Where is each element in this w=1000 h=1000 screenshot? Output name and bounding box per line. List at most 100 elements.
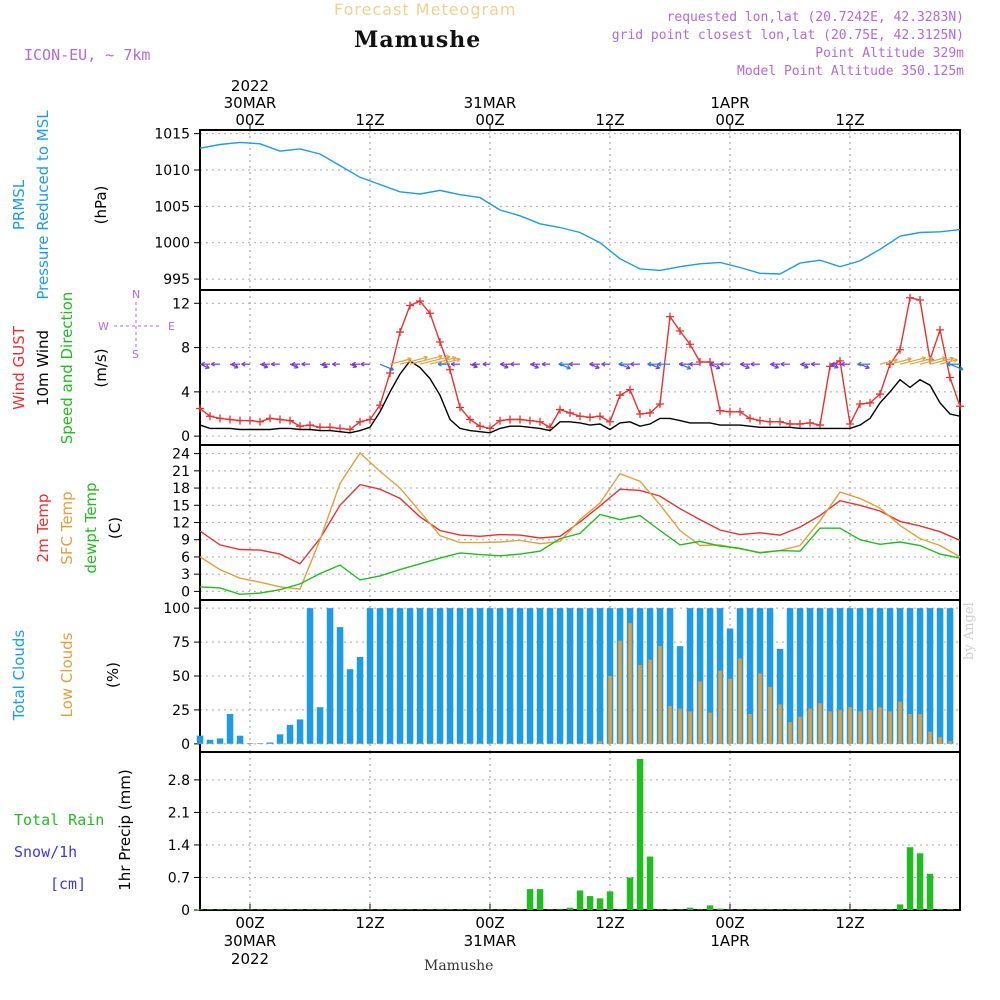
gust-line-marker (266, 414, 274, 423)
wind-arrow (399, 356, 428, 365)
wind-arrow-head (589, 361, 594, 367)
gust-line-marker (436, 338, 444, 347)
total-cloud-bar (366, 608, 374, 744)
wind-arrow-head (928, 356, 934, 362)
gust-line-marker (536, 417, 544, 426)
x-tick-label-bottom: 12Z (355, 914, 384, 932)
low-cloud-bar (458, 743, 462, 744)
wind-arrow-head (949, 356, 955, 362)
x-tick-label-top: 1APR (710, 94, 749, 112)
x-tick-label-bottom: 12Z (595, 914, 624, 932)
wind-arrow (439, 358, 461, 365)
wind-arrow-head (715, 364, 721, 370)
precip-bar (426, 909, 434, 910)
low-cloud-bar (588, 743, 592, 744)
wind-arrow (469, 363, 478, 368)
precip-bar (766, 909, 774, 910)
gust-line-marker (776, 417, 784, 426)
total-cloud-bar (816, 608, 824, 744)
wind-arrow-head (834, 364, 839, 369)
total-cloud-bar (356, 657, 364, 744)
wind-arrow (419, 355, 450, 365)
total-cloud-bar (336, 627, 344, 744)
prmsl-axis-label: Pressure Reduced to MSL (34, 110, 52, 300)
precip-bar (736, 909, 744, 910)
low-cloud-bar (858, 711, 862, 744)
precip-bar (746, 909, 754, 910)
gust-line-marker (656, 400, 664, 409)
x-tick-label-top: 2022 (231, 77, 269, 95)
wind-arrow-head (830, 361, 835, 367)
gust-line-marker (866, 398, 874, 407)
wind-arrow-head (800, 361, 805, 367)
total-cloud-bar (916, 608, 924, 744)
wind-arrow-head (774, 364, 779, 369)
point-altitude: Point Altitude 329m (815, 46, 964, 61)
precip-bar (236, 909, 244, 910)
x-tick-label-bottom: 1APR (710, 932, 749, 950)
precip-bar (276, 909, 284, 910)
total-cloud-bar (766, 608, 774, 744)
wind-arrow-head (438, 354, 443, 360)
total-cloud-bar (476, 608, 484, 744)
gust-line-marker (516, 415, 524, 424)
wind-arrow-head (647, 361, 652, 367)
cloud-axis-label: Low Clouds (58, 632, 76, 717)
gust-line-marker (396, 328, 404, 337)
gust-line-marker (226, 415, 234, 424)
wind-arrow-head (840, 361, 845, 367)
precip-bar (706, 905, 714, 910)
low-cloud-bar (928, 731, 932, 744)
precip-bar (216, 909, 224, 910)
y-tick-label: 3 (181, 567, 190, 583)
y-tick-label: 1010 (154, 163, 190, 179)
total-cloud-bar (856, 608, 864, 744)
wind-arrow (949, 363, 964, 371)
total-cloud-bar (866, 608, 874, 744)
total-cloud-bar (406, 608, 414, 744)
gust-line-marker (666, 312, 674, 321)
total-cloud-bar (806, 608, 814, 744)
gust-line-marker (596, 412, 604, 421)
wind-arrow-head (270, 361, 275, 367)
wind-arrow-head (907, 357, 912, 362)
y-tick-label: 75 (172, 635, 190, 651)
total-cloud-bar (776, 648, 784, 744)
gust-line-marker (196, 404, 204, 413)
gust-line-marker (256, 417, 264, 426)
y-tick-label: 21 (172, 464, 190, 480)
precip-bar (556, 909, 564, 910)
total-cloud-bar (546, 608, 554, 744)
wind-arrow (559, 363, 571, 370)
precip-bar (506, 909, 514, 910)
total-cloud-bar (276, 734, 284, 744)
low-cloud-bar (248, 743, 252, 744)
precip-bar (716, 908, 724, 910)
wind-arrow-head (946, 361, 951, 367)
gust-line-marker (416, 297, 424, 306)
low-cloud-bar (818, 703, 822, 744)
low-cloud-bar (268, 743, 272, 744)
precip-bar (926, 873, 934, 910)
wind-axis-label: Wind GUST (10, 325, 28, 410)
gust-line-marker (946, 373, 954, 382)
wind-arrow-head (534, 364, 539, 369)
total-cloud-bar (376, 608, 384, 744)
wind-arrow-head (740, 361, 745, 367)
low-cloud-bar (488, 743, 492, 744)
low-cloud-bar (618, 640, 622, 744)
precip-bar (226, 909, 234, 910)
model-label: ICON-EU, ~ 7km (24, 46, 151, 64)
precip-bar (616, 909, 624, 910)
gust-line-marker (506, 415, 514, 424)
y-tick-label: 0 (181, 903, 190, 919)
low-cloud-bar (838, 709, 842, 744)
total-cloud-bar (346, 669, 354, 744)
gust-line-marker (626, 385, 634, 394)
total-cloud-bar (286, 724, 294, 744)
low-cloud-bar (508, 743, 512, 744)
gust-line-marker (896, 345, 904, 354)
y-tick-label: 15 (172, 498, 190, 514)
precip-bar (496, 909, 504, 910)
precip-bar (306, 909, 314, 910)
